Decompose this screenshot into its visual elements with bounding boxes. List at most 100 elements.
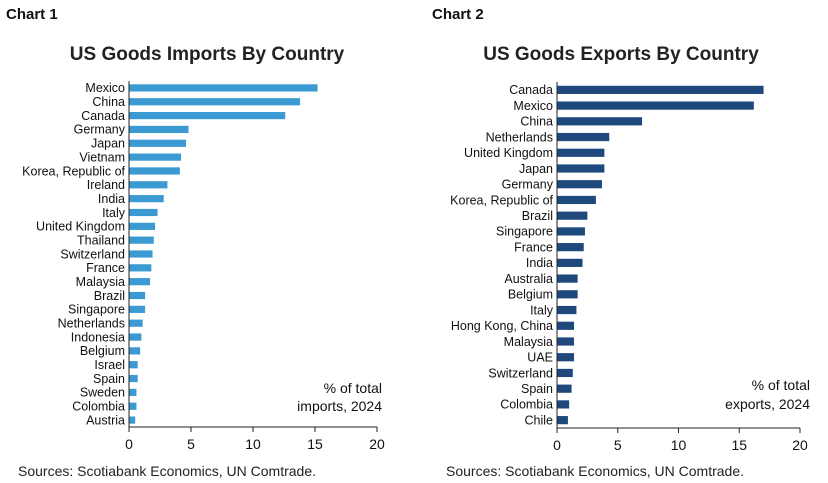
category-label: Korea, Republic of: [22, 164, 125, 178]
category-label: Singapore: [496, 225, 553, 239]
bar: [129, 195, 164, 203]
x-tick-label: 15: [307, 436, 323, 452]
bar: [129, 291, 146, 300]
category-label: Mexico: [85, 81, 125, 95]
category-label: Australia: [504, 272, 553, 286]
bar: [557, 400, 570, 409]
category-label: Canada: [509, 83, 553, 97]
bar: [129, 250, 153, 258]
bar: [129, 402, 137, 410]
chart-note-line2: imports, 2024: [297, 398, 382, 414]
category-label: Brazil: [94, 289, 125, 303]
category-label: Colombia: [500, 398, 553, 412]
category-label: UAE: [527, 351, 553, 365]
category-label: Malaysia: [504, 335, 553, 349]
bar: [557, 258, 583, 267]
x-tick-label: 5: [187, 436, 195, 452]
exports-bar-chart: % of total exports, 2024 Canada Mexico Chi…: [450, 82, 810, 453]
bar: [129, 374, 138, 383]
x-tick-label: 5: [614, 437, 622, 453]
bar: [129, 416, 136, 424]
bar: [557, 321, 575, 330]
bar: [129, 305, 146, 313]
category-label: Germany: [502, 178, 554, 192]
category-label: Japan: [91, 137, 125, 151]
bar: [129, 112, 286, 120]
category-label: Vietnam: [79, 150, 125, 164]
category-label: Chile: [525, 413, 554, 427]
bar: [557, 117, 643, 126]
bar: [129, 181, 168, 189]
bar: [557, 243, 584, 252]
bar: [129, 153, 182, 161]
bar: [557, 416, 568, 425]
category-label: Israel: [94, 358, 125, 372]
bar: [557, 337, 575, 346]
bar: [129, 125, 189, 134]
category-label: Malaysia: [76, 275, 125, 289]
category-label: Spain: [93, 372, 125, 386]
category-label: Ireland: [87, 178, 125, 192]
bar: [129, 264, 152, 272]
chart-number-label: Chart 1: [6, 6, 58, 23]
chart-number-label: Chart 2: [432, 6, 484, 23]
category-label: China: [520, 115, 553, 129]
category-label: Belgium: [508, 288, 553, 302]
bar: [557, 274, 578, 283]
category-label: China: [92, 95, 125, 109]
category-label: Brazil: [522, 209, 553, 223]
category-label: Japan: [519, 162, 553, 176]
category-label: Austria: [86, 413, 125, 427]
category-label: United Kingdom: [36, 220, 125, 234]
x-tick-label: 0: [553, 437, 561, 453]
bar: [557, 368, 573, 378]
category-label: Mexico: [513, 99, 553, 113]
imports-bar-chart: % of total imports, 2024 MexicoChinaCana…: [22, 81, 385, 452]
bar: [557, 195, 596, 205]
bar: [557, 132, 610, 142]
bar: [129, 388, 137, 396]
x-tick-label: 20: [369, 436, 385, 452]
bar: [557, 227, 585, 236]
bar: [557, 305, 577, 315]
bar: [557, 101, 754, 110]
category-label: Switzerland: [60, 247, 125, 261]
category-label: Belgium: [80, 344, 125, 358]
category-label: India: [98, 192, 125, 206]
bar: [129, 222, 156, 230]
sources-note: Sources: Scotiabank Economics, UN Comtra…: [18, 463, 317, 479]
bars-group: MexicoChinaCanadaGermanyJapanVietnamKore…: [22, 81, 318, 427]
chart-panel-imports: Chart 1 US Goods Imports By Country % of…: [6, 6, 385, 479]
chart-note-line1: % of total: [752, 377, 810, 393]
category-label: Indonesia: [71, 330, 125, 344]
category-label: United Kingdom: [464, 146, 553, 160]
bar: [557, 384, 572, 393]
sources-note: Sources: Scotiabank Economics, UN Comtra…: [446, 463, 745, 479]
bar: [129, 347, 141, 355]
category-label: Netherlands: [486, 130, 553, 144]
bar: [129, 98, 301, 106]
bar: [129, 361, 138, 369]
category-label: Netherlands: [58, 317, 125, 331]
bar: [557, 353, 575, 362]
bar: [129, 208, 158, 217]
category-label: Germany: [74, 123, 126, 137]
x-tick-label: 15: [731, 437, 747, 453]
chart-panel-exports: Chart 2 US Goods Exports By Country % of…: [414, 0, 828, 483]
bar: [129, 167, 180, 175]
bar: [557, 211, 588, 220]
category-label: India: [526, 256, 553, 270]
category-label: Canada: [81, 109, 125, 123]
category-label: Singapore: [68, 303, 125, 317]
bar: [129, 333, 142, 341]
bar: [557, 180, 602, 189]
bar: [129, 84, 318, 92]
category-label: Colombia: [72, 400, 125, 414]
bar: [557, 290, 578, 299]
category-label: Thailand: [77, 233, 125, 247]
chart-title: US Goods Exports By Country: [483, 44, 759, 65]
category-label: Korea, Republic of: [450, 193, 553, 207]
bar: [129, 139, 187, 147]
category-label: France: [514, 240, 553, 254]
